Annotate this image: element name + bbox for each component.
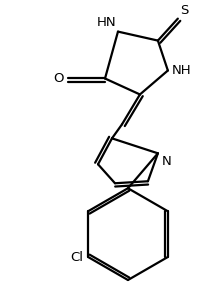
Text: Cl: Cl xyxy=(70,251,83,264)
Text: N: N xyxy=(162,155,172,168)
Text: S: S xyxy=(180,4,188,17)
Text: NH: NH xyxy=(172,64,191,77)
Text: HN: HN xyxy=(96,16,116,29)
Text: O: O xyxy=(54,72,64,85)
